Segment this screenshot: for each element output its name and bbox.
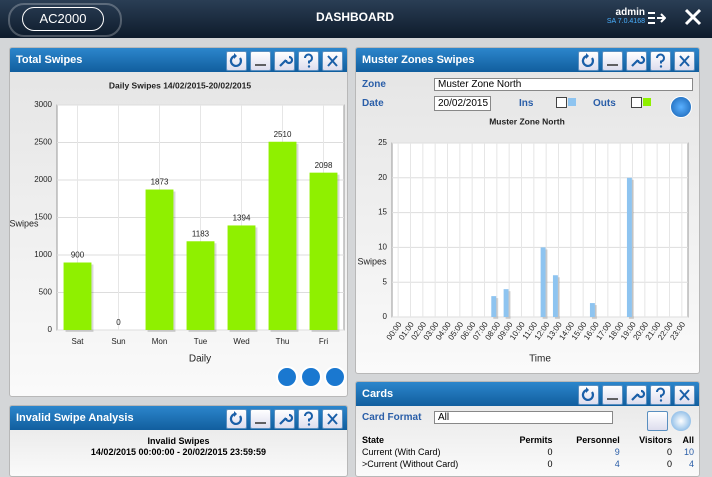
icon [304, 53, 313, 68]
panel-button[interactable] [602, 51, 623, 71]
panel-buttons [226, 51, 343, 71]
zone-label: Zone [362, 79, 386, 90]
icon [255, 64, 266, 66]
ins-checkbox[interactable] [556, 97, 567, 108]
column-header: Permits [519, 435, 553, 445]
icon [327, 413, 338, 425]
panel-button[interactable] [650, 385, 671, 405]
icon [607, 398, 618, 400]
cell: Current (With Card) [362, 447, 441, 457]
cards-table: State Permits Personnel Visitors All Current … [360, 434, 696, 470]
panel-buttons [226, 409, 343, 429]
muster-panel: Muster Zones Swipes Zone Muster Zone Nor… [355, 47, 700, 374]
column-header: Personnel [576, 435, 620, 445]
icon [631, 55, 646, 67]
panel-button[interactable] [578, 51, 599, 71]
panel-button[interactable] [322, 409, 343, 429]
cell: 0 [547, 447, 553, 457]
panel-button[interactable] [226, 51, 247, 71]
invalid-panel: Invalid Swipe Analysis Invalid Swipes 14… [9, 405, 348, 477]
panel-button[interactable] [602, 385, 623, 405]
icon [631, 389, 646, 401]
cell: 10 [683, 447, 694, 457]
header-row: State Permits Personnel Visitors All [360, 434, 696, 446]
icon [581, 387, 595, 401]
panel-button[interactable] [650, 51, 671, 71]
app-name: AC2000 [22, 7, 104, 31]
logo-ring [8, 3, 122, 37]
icon [607, 64, 618, 66]
cards-panel: Cards Card Format All State Permits Person… [355, 381, 700, 477]
legend-outs: Outs [593, 98, 616, 109]
icon [279, 55, 294, 67]
icon [679, 389, 690, 401]
user: admin [615, 7, 645, 18]
total-panel: Total Swipes [9, 47, 348, 397]
column-header: All [682, 435, 694, 445]
cell: >Current (Without Card) [362, 459, 459, 469]
row: Current (With Card) 0 9 0 10 [360, 446, 696, 458]
panel-button[interactable] [578, 385, 599, 405]
icon [679, 55, 690, 67]
panel-button[interactable] [274, 51, 295, 71]
cell: 4 [688, 459, 694, 469]
panel-button[interactable] [274, 409, 295, 429]
panel-button[interactable] [674, 51, 695, 71]
icon [279, 413, 294, 425]
icon [656, 53, 665, 68]
version: SA 7.0.4168 [606, 18, 645, 25]
export-button[interactable] [671, 411, 691, 431]
panel-button[interactable] [298, 409, 319, 429]
cell: 0 [547, 459, 553, 469]
icon [304, 411, 313, 426]
panel-button[interactable] [250, 51, 271, 71]
ins-swatch [568, 98, 576, 106]
cell: 0 [666, 447, 672, 457]
panel-buttons [578, 51, 695, 71]
panel-button[interactable] [250, 409, 271, 429]
close-icon[interactable] [684, 8, 702, 26]
play-button[interactable] [670, 96, 692, 118]
zone-select[interactable]: Muster Zone North [434, 78, 693, 91]
legend-ins: Ins [519, 98, 534, 109]
date-label: Date [362, 98, 384, 109]
icon [656, 387, 665, 402]
cell: 0 [666, 459, 672, 469]
invalid-subtitle: Invalid Swipes [147, 436, 210, 446]
logout-icon[interactable] [646, 9, 666, 29]
panel-button[interactable] [226, 409, 247, 429]
icon [581, 53, 595, 67]
panel-buttons [578, 385, 695, 405]
panel-button[interactable] [298, 51, 319, 71]
cell: 4 [614, 459, 620, 469]
icon [229, 411, 243, 425]
icon [255, 422, 266, 424]
column-header: Visitors [639, 435, 672, 445]
page-title: DASHBOARD [316, 10, 394, 24]
invalid-range: 14/02/2015 00:00:00 - 20/02/2015 23:59:5… [90, 447, 267, 457]
panel-button[interactable] [322, 51, 343, 71]
column-header: State [362, 435, 385, 445]
outs-checkbox[interactable] [631, 97, 642, 108]
panel-button[interactable] [626, 385, 647, 405]
date-input[interactable]: 20/02/2015 [434, 96, 491, 111]
format-select[interactable]: All [434, 411, 613, 424]
panel-button[interactable] [626, 51, 647, 71]
row: >Current (Without Card) 0 4 0 4 [360, 458, 696, 470]
panel-button[interactable] [674, 385, 695, 405]
cell: 9 [614, 447, 620, 457]
format-label: Card Format [362, 412, 422, 423]
top-bar: AC2000 DASHBOARD admin SA 7.0.4168 [0, 0, 712, 38]
outs-swatch [643, 98, 651, 106]
icon [229, 53, 243, 67]
icon [327, 55, 338, 67]
save-button[interactable] [647, 411, 668, 431]
